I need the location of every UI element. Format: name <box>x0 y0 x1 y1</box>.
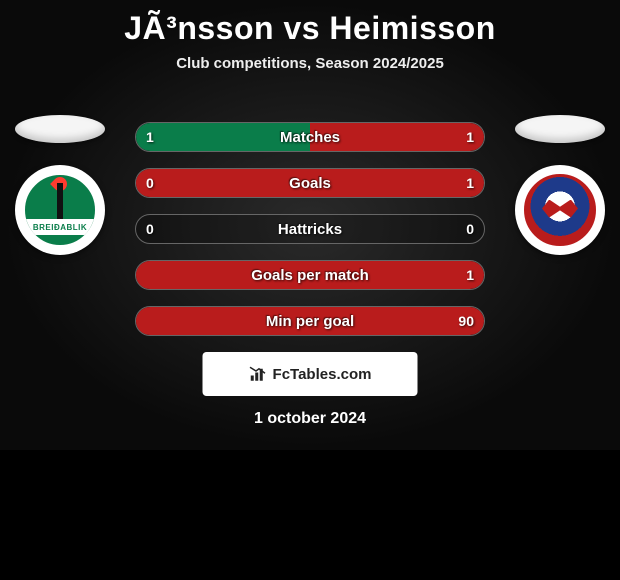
stat-row: 0 Hattricks 0 <box>135 214 485 244</box>
stat-row: Goals per match 1 <box>135 260 485 290</box>
stat-label: Goals per match <box>251 267 369 284</box>
stat-label: Min per goal <box>266 313 354 330</box>
stats-container: 1 Matches 1 0 Goals 1 0 Hattricks 0 Goals per mat… <box>135 122 485 336</box>
right-player-column <box>500 115 620 255</box>
stat-label: Matches <box>280 129 340 146</box>
left-club-badge: BREIÐABLIK <box>15 165 105 255</box>
attribution-badge: FcTables.com <box>203 352 418 396</box>
right-club-badge <box>515 165 605 255</box>
left-player-column: BREIÐABLIK <box>0 115 120 255</box>
stat-value-right: 90 <box>458 313 474 329</box>
attribution-text: FcTables.com <box>273 366 372 383</box>
valur-crest-icon <box>522 172 598 248</box>
breidablik-band-text: BREIÐABLIK <box>25 219 95 235</box>
breidablik-crest-icon: BREIÐABLIK <box>22 172 98 248</box>
stat-row: Min per goal 90 <box>135 306 485 336</box>
left-flag-ellipse <box>15 115 105 143</box>
stat-value-right: 1 <box>466 129 474 145</box>
bar-chart-icon <box>249 365 267 383</box>
right-flag-ellipse <box>515 115 605 143</box>
stat-value-left: 1 <box>146 129 154 145</box>
stat-row: 0 Goals 1 <box>135 168 485 198</box>
page-title: JÃ³nsson vs Heimisson <box>0 0 620 47</box>
stat-value-right: 0 <box>466 221 474 237</box>
stat-label: Goals <box>289 175 331 192</box>
comparison-card: JÃ³nsson vs Heimisson Club competitions,… <box>0 0 620 450</box>
stat-value-left: 0 <box>146 221 154 237</box>
subtitle: Club competitions, Season 2024/2025 <box>0 55 620 72</box>
stat-value-left: 0 <box>146 175 154 191</box>
stat-value-right: 1 <box>466 267 474 283</box>
dateline: 1 october 2024 <box>0 410 620 428</box>
stat-label: Hattricks <box>278 221 342 238</box>
stat-value-right: 1 <box>466 175 474 191</box>
stat-row: 1 Matches 1 <box>135 122 485 152</box>
